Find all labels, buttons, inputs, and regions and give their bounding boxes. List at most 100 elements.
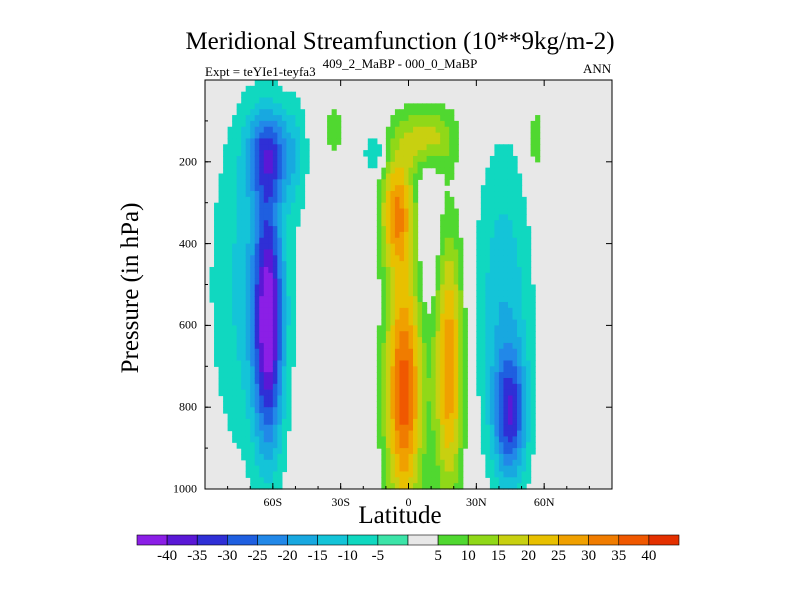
contour-cell [417, 167, 423, 175]
contour-cell [241, 208, 247, 215]
contour-cell [426, 337, 432, 344]
contour-cell [281, 442, 287, 449]
contour-cell [394, 477, 401, 484]
contour-cell [503, 302, 509, 309]
contour-cell [223, 290, 229, 297]
contour-cell [422, 395, 428, 402]
contour-cell [521, 383, 527, 391]
contour-cell [277, 377, 283, 385]
contour-cell [403, 337, 410, 344]
contour-cell [259, 191, 265, 198]
contour-cell [245, 348, 251, 356]
contour-cell [413, 272, 419, 280]
contour-cell [494, 179, 500, 186]
contour-cell [503, 284, 509, 291]
contour-cell [449, 284, 455, 291]
contour-cell [489, 266, 496, 274]
contour-cell [236, 342, 242, 350]
contour-cell [268, 255, 274, 262]
contour-cell [530, 319, 536, 326]
contour-cell [259, 266, 265, 274]
contour-cell [494, 220, 500, 227]
contour-cell [263, 272, 269, 280]
contour-cell [521, 231, 527, 239]
contour-cell [458, 290, 464, 297]
contour-cell [245, 202, 251, 210]
contour-cell [521, 413, 527, 420]
contour-cell [286, 284, 292, 291]
contour-cell [381, 202, 387, 210]
contour-cell [413, 179, 419, 186]
colorbar-swatch [166, 534, 198, 546]
contour-cell [449, 418, 455, 426]
contour-cell [268, 126, 274, 134]
contour-cell [290, 348, 297, 356]
contour-cell [390, 208, 396, 215]
colorbar-swatch [136, 534, 168, 546]
contour-cell [489, 302, 496, 309]
contour-cell [218, 313, 224, 321]
contour-cell [327, 126, 333, 134]
contour-cell [435, 150, 441, 157]
contour-cell [277, 155, 283, 163]
contour-cell [444, 413, 450, 420]
contour-cell [512, 407, 518, 414]
contour-cell [259, 97, 265, 104]
contour-cell [453, 377, 459, 385]
contour-cell [290, 302, 297, 309]
contour-cell [426, 144, 432, 151]
contour-cell [236, 436, 242, 443]
contour-cell [494, 284, 500, 291]
contour-cell [498, 249, 505, 256]
contour-cell [286, 261, 292, 268]
contour-cell [259, 109, 265, 116]
contour-cell [390, 191, 396, 198]
contour-cell [277, 167, 283, 175]
contour-cell [381, 395, 387, 402]
contour-cell [453, 220, 459, 227]
contour-cell [277, 337, 283, 344]
contour-cell [453, 413, 459, 420]
contour-cell [290, 150, 297, 157]
contour-cell [417, 109, 423, 116]
contour-cell [272, 191, 278, 198]
contour-cell [254, 231, 260, 239]
contour-cell [381, 266, 387, 274]
contour-cell [444, 383, 450, 391]
contour-cell [376, 395, 382, 402]
contour-cell [250, 354, 256, 362]
contour-cell [403, 459, 410, 467]
contour-cell [453, 150, 459, 157]
contour-cell [263, 383, 269, 391]
contour-cell [485, 266, 491, 274]
contour-cell [485, 231, 491, 239]
contour-cell [462, 331, 468, 338]
contour-cell [480, 237, 486, 245]
contour-cell [232, 307, 238, 315]
contour-cell [444, 115, 450, 122]
contour-cell [480, 389, 486, 397]
contour-cell [381, 471, 387, 478]
contour-cell [449, 290, 455, 297]
contour-cell [408, 483, 414, 490]
contour-cell [254, 366, 260, 373]
contour-cell [517, 436, 523, 443]
contour-cell [277, 302, 283, 309]
contour-cell [422, 459, 428, 467]
contour-cell [376, 383, 382, 391]
contour-cell [503, 307, 509, 315]
contour-cell [281, 138, 287, 145]
contour-cell [444, 418, 450, 426]
contour-cell [290, 208, 297, 215]
contour-cell [263, 453, 269, 461]
contour-cell [281, 366, 287, 373]
contour-cell [272, 202, 278, 210]
contour-cell [517, 377, 523, 385]
contour-cell [263, 80, 269, 87]
contour-cell [245, 331, 251, 338]
contour-cell [498, 442, 505, 449]
contour-cell [489, 465, 496, 473]
contour-cell [413, 377, 419, 385]
contour-cell [250, 266, 256, 274]
